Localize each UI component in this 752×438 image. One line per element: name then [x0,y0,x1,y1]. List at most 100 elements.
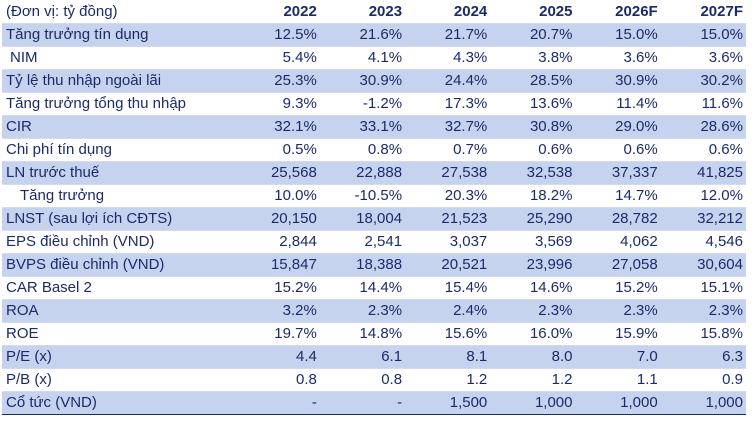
table-cell: 21.6% [319,23,406,47]
table-cell: 2.3% [575,299,661,323]
table-cell: -10.5% [319,184,406,208]
table-cell: 1.2 [405,368,491,392]
table-cell: 15.0% [575,23,661,47]
table-cell: 12.5% [234,23,320,47]
table-cell: 15.6% [405,322,491,346]
unit-label: (Đơn vị: tỷ đồng) [2,0,235,24]
row-label: Tỷ lệ thu nhập ngoài lãi [2,69,235,93]
table-cell: 3,037 [405,230,491,254]
table-cell: 18,004 [319,207,406,231]
table-cell: 14.8% [319,322,406,346]
table-cell: 1.1 [575,368,661,392]
table-row: CAR Basel 2 15.2% 14.4% 15.4% 14.6% 15.2… [2,276,746,300]
table-cell: 6.1 [319,345,406,369]
table-cell: 33.1% [319,115,406,139]
table-cell: 4,062 [575,230,661,254]
table-cell: 3.6% [575,46,661,70]
table-cell: 4.1% [319,46,406,70]
table-row: LN trước thuế 25,568 22,888 27,538 32,53… [2,161,746,185]
table-cell: 4,546 [660,230,746,254]
table-cell: 1,000 [660,391,746,415]
table-cell: 30,604 [660,253,746,277]
row-label: Tăng trưởng tín dụng [2,23,235,47]
table-cell: 24.4% [405,69,491,93]
table-cell: 17.3% [405,92,491,116]
row-label: ROE [2,322,235,346]
table-cell: 0.8 [319,368,406,392]
table-cell: 2,844 [234,230,320,254]
table-cell: 9.3% [234,92,320,116]
table-row: P/B (x) 0.8 0.8 1.2 1.2 1.1 0.9 [2,368,746,392]
table-cell: 15.0% [660,23,746,47]
table-cell: 30.2% [660,69,746,93]
table-cell: 20,150 [234,207,320,231]
year-header: 2025 [490,0,576,24]
table-cell: 3,569 [490,230,576,254]
table-cell: 0.6% [490,138,576,162]
table-row: ROE 19.7% 14.8% 15.6% 16.0% 15.9% 15.8% [2,322,746,346]
table-cell: 18,388 [319,253,406,277]
row-label: BVPS điều chỉnh (VND) [2,253,235,277]
table-cell: 20.3% [405,184,491,208]
table-cell: 0.6% [660,138,746,162]
table-cell: 14.7% [575,184,661,208]
table-cell: 0.8 [234,368,320,392]
table-cell: 1.2 [490,368,576,392]
year-header: 2024 [405,0,491,24]
table-row: CIR 32.1% 33.1% 32.7% 30.8% 29.0% 28.6% [2,115,746,139]
year-header: 2026F [575,0,661,24]
table-cell: 28,782 [575,207,661,231]
table-cell: 25,290 [490,207,576,231]
table-cell: 27,538 [405,161,491,185]
table-cell: 1,500 [405,391,491,415]
table-row: Tăng trưởng tín dụng 12.5% 21.6% 21.7% 2… [2,23,746,47]
table-row: Tăng trưởng 10.0% -10.5% 20.3% 18.2% 14.… [2,184,746,208]
table-cell: 4.3% [405,46,491,70]
row-label: LNST (sau lợi ích CĐTS) [2,207,235,231]
row-label: ROA [2,299,235,323]
row-label: P/E (x) [2,345,235,369]
table-cell: 8.1 [405,345,491,369]
table-cell: 37,337 [575,161,661,185]
table-cell: 20,521 [405,253,491,277]
table-cell: 41,825 [660,161,746,185]
table-cell: 32,538 [490,161,576,185]
table-cell: 15,847 [234,253,320,277]
table-row: EPS điều chỉnh (VND) 2,844 2,541 3,037 3… [2,230,746,254]
table-cell: 5.4% [234,46,320,70]
table-cell: 2.3% [319,299,406,323]
table-cell: 29.0% [575,115,661,139]
table-cell: 13.6% [490,92,576,116]
table-row: P/E (x) 4.4 6.1 8.1 8.0 7.0 6.3 [2,345,746,369]
table-cell: 32.1% [234,115,320,139]
table-cell: 0.7% [405,138,491,162]
table-cell: - [319,391,406,415]
table-cell: 21,523 [405,207,491,231]
table-cell: 11.4% [575,92,661,116]
year-header: 2027F [660,0,746,24]
row-label: CIR [2,115,235,139]
table-row: ROA 3.2% 2.3% 2.4% 2.3% 2.3% 2.3% [2,299,746,323]
table-cell: 32.7% [405,115,491,139]
table-cell: 23,996 [490,253,576,277]
table-cell: 3.2% [234,299,320,323]
table-cell: 4.4 [234,345,320,369]
table-cell: 14.6% [490,276,576,300]
table-row: Chi phí tín dụng 0.5% 0.8% 0.7% 0.6% 0.6… [2,138,746,162]
table-cell: - [234,391,320,415]
table-cell: 15.2% [234,276,320,300]
table-row: NIM 5.4% 4.1% 4.3% 3.8% 3.6% 3.6% [2,46,746,70]
table-cell: 2.4% [405,299,491,323]
table-cell: 20.7% [490,23,576,47]
table-cell: 0.5% [234,138,320,162]
financial-forecast-table: (Đơn vị: tỷ đồng) 2022 2023 2024 2025 20… [2,0,746,415]
table-cell: 0.6% [575,138,661,162]
row-label: EPS điều chỉnh (VND) [2,230,235,254]
table-cell: 12.0% [660,184,746,208]
row-label: P/B (x) [2,368,235,392]
table-cell: 8.0 [490,345,576,369]
table-cell: 30.8% [490,115,576,139]
table-row: Tăng trưởng tổng thu nhập 9.3% -1.2% 17.… [2,92,746,116]
table-cell: 10.0% [234,184,320,208]
table-cell: 16.0% [490,322,576,346]
